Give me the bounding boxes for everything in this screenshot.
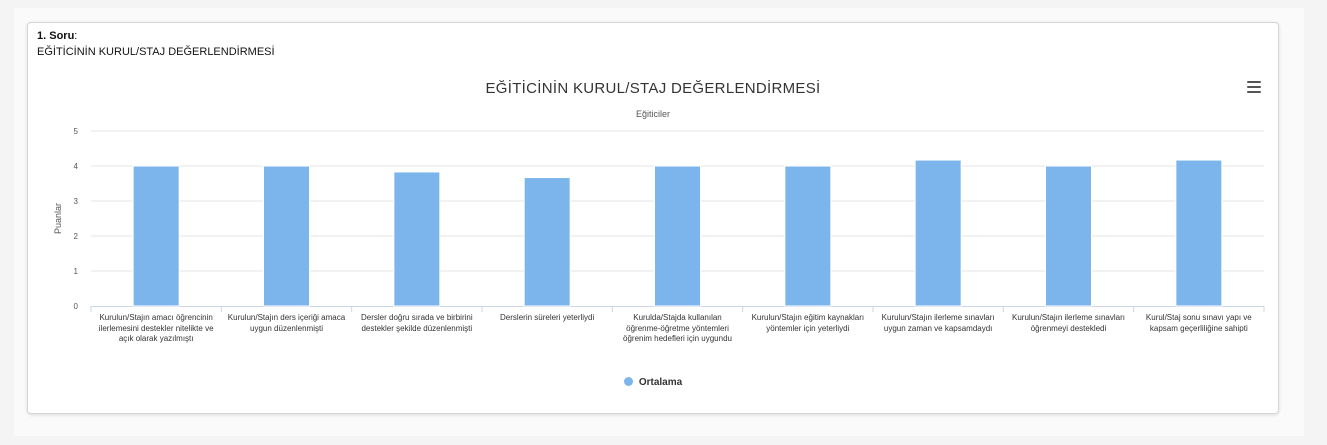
legend-marker xyxy=(624,377,633,386)
x-category-label: Dersler doğru sırada ve birbirini destek… xyxy=(358,313,476,334)
question-card: 1. Soru: EĞİTİCİNİN KURUL/STAJ DEĞERLEND… xyxy=(27,22,1279,414)
bar[interactable] xyxy=(915,160,961,306)
y-tick-label: 3 xyxy=(74,197,79,206)
bar[interactable] xyxy=(785,166,831,306)
y-tick-label: 0 xyxy=(74,302,79,311)
x-category-label: Kurul/Staj sonu sınavı yapı ve kapsam ge… xyxy=(1140,313,1258,334)
x-category-label: Kurulun/Stajın ders içeriği amaca uygun … xyxy=(228,313,346,334)
y-axis-title: Puanlar xyxy=(53,203,63,234)
x-category-label: Kurulun/Stajın ilerleme sınavları öğrenm… xyxy=(1010,313,1128,334)
bar[interactable] xyxy=(1176,160,1222,306)
legend-item-ortalama[interactable]: Ortalama xyxy=(28,377,1278,388)
y-tick-label: 2 xyxy=(74,232,79,241)
x-category-label: Kurulun/Stajın amacı öğrencinin ilerleme… xyxy=(97,313,215,345)
bar[interactable] xyxy=(655,166,701,306)
x-category-label: Derslerin süreleri yeterliydi xyxy=(488,313,606,324)
x-category-label: Kurulda/Stajda kullanılan öğrenme-öğretm… xyxy=(619,313,737,345)
y-tick-label: 1 xyxy=(74,267,79,276)
bar-chart: 0 1 2 3 4 5 Puanlar xyxy=(28,23,1278,413)
x-category-label: Kurulun/Stajın ilerleme sınavları uygun … xyxy=(879,313,997,334)
bar[interactable] xyxy=(264,166,310,306)
x-category-label: Kurulun/Stajın eğitim kaynakları yönteml… xyxy=(749,313,867,334)
bar[interactable] xyxy=(133,166,179,306)
bar[interactable] xyxy=(524,178,570,306)
legend-label: Ortalama xyxy=(639,377,682,388)
y-tick-label: 4 xyxy=(74,162,79,171)
bar[interactable] xyxy=(1046,166,1092,306)
y-tick-label: 5 xyxy=(74,127,79,136)
bar[interactable] xyxy=(394,172,440,306)
